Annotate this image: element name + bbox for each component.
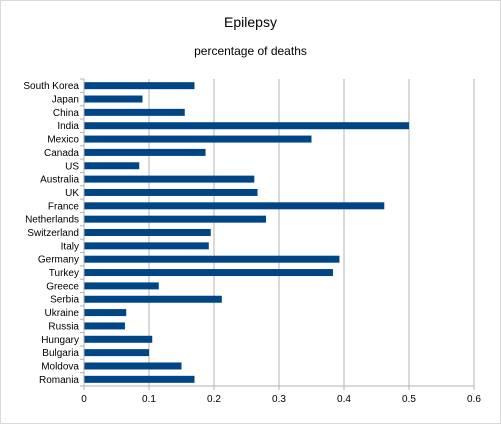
bar [84, 269, 333, 277]
x-tick-label: 0.5 [402, 394, 416, 405]
bar [84, 135, 312, 143]
y-tick-label: Mexico [47, 135, 79, 146]
y-tick-label: Italy [61, 241, 79, 252]
bar [84, 82, 195, 90]
x-tick-label: 0.1 [142, 394, 156, 405]
bar [84, 335, 153, 343]
x-tick-label: 0 [81, 394, 87, 405]
y-tick-label: South Korea [23, 81, 79, 92]
y-tick-label: Turkey [49, 268, 79, 279]
y-tick-label: UK [65, 188, 79, 199]
bar [84, 175, 255, 183]
y-tick-label: France [48, 201, 80, 212]
bar [84, 349, 149, 357]
bar [84, 215, 266, 223]
bar [84, 295, 222, 303]
y-tick-label: Australia [40, 175, 79, 186]
chart-title: Epilepsy [224, 14, 277, 30]
bar [84, 322, 125, 330]
bar [84, 148, 206, 156]
y-tick-label: Bulgaria [42, 348, 79, 359]
bar [84, 375, 195, 383]
y-tick-label: Serbia [50, 295, 79, 306]
bar [84, 95, 143, 103]
bar [84, 122, 409, 130]
y-tick-label: Moldova [41, 361, 79, 372]
y-tick-label: Germany [38, 255, 79, 266]
bar [84, 362, 182, 370]
y-tick-label: Switzerland [27, 228, 79, 239]
bar [84, 108, 185, 116]
bar [84, 282, 159, 290]
bar [84, 242, 209, 250]
y-tick-label: US [65, 161, 79, 172]
y-tick-label: Romania [39, 375, 79, 386]
y-tick-label: Ukraine [45, 308, 80, 319]
y-tick-label: Netherlands [25, 215, 79, 226]
y-tick-label: India [57, 121, 79, 132]
chart-subtitle: percentage of deaths [194, 44, 307, 58]
x-tick-label: 0.2 [207, 394, 221, 405]
y-tick-label: Canada [44, 148, 79, 159]
x-tick-label: 0.3 [272, 394, 286, 405]
y-tick-label: Russia [48, 321, 79, 332]
bar [84, 309, 127, 317]
y-tick-label: Japan [52, 95, 79, 106]
bar [84, 162, 140, 170]
x-tick-label: 0.4 [337, 394, 351, 405]
bar [84, 202, 385, 210]
x-tick-label: 0.6 [467, 394, 481, 405]
bar [84, 188, 258, 196]
y-tick-label: Hungary [41, 335, 79, 346]
y-tick-label: China [53, 108, 80, 119]
y-tick-label: Greece [46, 281, 79, 292]
bar [84, 255, 340, 263]
bar [84, 229, 211, 236]
